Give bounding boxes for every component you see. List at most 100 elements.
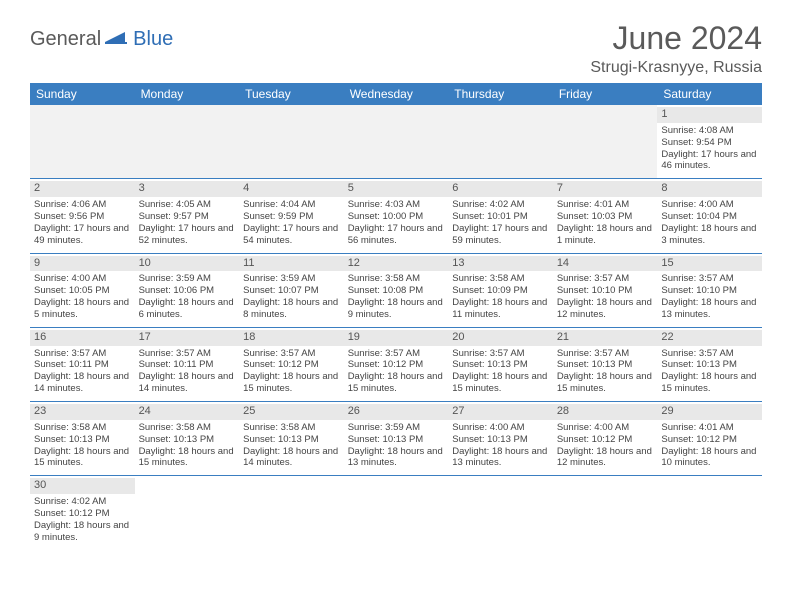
sunset-line: Sunset: 10:11 PM [139, 359, 236, 371]
day-header: Tuesday [239, 83, 344, 105]
calendar-cell [344, 476, 449, 550]
daylight-line: Daylight: 18 hours and 15 minutes. [139, 446, 236, 470]
calendar-cell: 18 Sunrise: 3:57 AMSunset: 10:12 PMDaylig… [239, 327, 344, 401]
sunrise-line: Sunrise: 4:01 AM [557, 199, 654, 211]
calendar-table: Sunday Monday Tuesday Wednesday Thursday… [30, 83, 762, 550]
logo-text-general: General [30, 28, 101, 51]
sunset-line: Sunset: 10:13 PM [139, 434, 236, 446]
sunset-line: Sunset: 10:12 PM [557, 434, 654, 446]
calendar-cell: 1Sunrise: 4:08 AMSunset: 9:54 PMDaylight… [657, 105, 762, 179]
calendar-cell: 12Sunrise: 3:58 AMSunset: 10:08 PMDaylig… [344, 253, 449, 327]
sunset-line: Sunset: 10:12 PM [243, 359, 340, 371]
daylight-line: Daylight: 18 hours and 12 minutes. [557, 297, 654, 321]
sunrise-line: Sunrise: 4:08 AM [661, 125, 758, 137]
daylight-line: Daylight: 18 hours and 3 minutes. [661, 223, 758, 247]
sunset-line: Sunset: 10:08 PM [348, 285, 445, 297]
day-number: 27 [448, 404, 553, 420]
calendar-cell [135, 105, 240, 179]
calendar-cell: 28Sunrise: 4:00 AMSunset: 10:12 PMDaylig… [553, 402, 658, 476]
daylight-line: Daylight: 18 hours and 13 minutes. [661, 297, 758, 321]
calendar-week: 9Sunrise: 4:00 AMSunset: 10:05 PMDayligh… [30, 253, 762, 327]
day-header: Saturday [657, 83, 762, 105]
day-number: 6 [448, 181, 553, 197]
calendar-cell [553, 476, 658, 550]
daylight-line: Daylight: 17 hours and 52 minutes. [139, 223, 236, 247]
day-number: 15 [657, 256, 762, 272]
sunrise-line: Sunrise: 3:58 AM [452, 273, 549, 285]
sunrise-line: Sunrise: 3:59 AM [348, 422, 445, 434]
calendar-cell: 23Sunrise: 3:58 AMSunset: 10:13 PMDaylig… [30, 402, 135, 476]
sunset-line: Sunset: 10:13 PM [452, 434, 549, 446]
calendar-cell: 25Sunrise: 3:58 AMSunset: 10:13 PMDaylig… [239, 402, 344, 476]
daylight-line: Daylight: 18 hours and 14 minutes. [139, 371, 236, 395]
calendar-cell [30, 105, 135, 179]
calendar-week: 23Sunrise: 3:58 AMSunset: 10:13 PMDaylig… [30, 402, 762, 476]
calendar-cell: 17Sunrise: 3:57 AMSunset: 10:11 PMDaylig… [135, 327, 240, 401]
sunset-line: Sunset: 10:12 PM [34, 508, 131, 520]
day-header: Sunday [30, 83, 135, 105]
daylight-line: Daylight: 18 hours and 9 minutes. [348, 297, 445, 321]
sunset-line: Sunset: 10:12 PM [661, 434, 758, 446]
day-number: 12 [344, 256, 449, 272]
daylight-line: Daylight: 18 hours and 15 minutes. [34, 446, 131, 470]
sunrise-line: Sunrise: 4:01 AM [661, 422, 758, 434]
daylight-line: Daylight: 17 hours and 49 minutes. [34, 223, 131, 247]
calendar-cell [553, 105, 658, 179]
daylight-line: Daylight: 18 hours and 6 minutes. [139, 297, 236, 321]
day-number: 28 [553, 404, 658, 420]
sunrise-line: Sunrise: 3:57 AM [243, 348, 340, 360]
day-header: Friday [553, 83, 658, 105]
day-number: 23 [30, 404, 135, 420]
daylight-line: Daylight: 18 hours and 15 minutes. [661, 371, 758, 395]
calendar-cell: 8Sunrise: 4:00 AMSunset: 10:04 PMDayligh… [657, 179, 762, 253]
daylight-line: Daylight: 18 hours and 15 minutes. [557, 371, 654, 395]
sunset-line: Sunset: 10:00 PM [348, 211, 445, 223]
sunrise-line: Sunrise: 3:57 AM [348, 348, 445, 360]
calendar-cell [657, 476, 762, 550]
sunrise-line: Sunrise: 4:05 AM [139, 199, 236, 211]
title-block: June 2024 Strugi-Krasnyye, Russia [590, 20, 762, 77]
calendar-week: 16Sunrise: 3:57 AMSunset: 10:11 PMDaylig… [30, 327, 762, 401]
sunrise-line: Sunrise: 3:57 AM [139, 348, 236, 360]
calendar-cell: 10Sunrise: 3:59 AMSunset: 10:06 PMDaylig… [135, 253, 240, 327]
daylight-line: Daylight: 18 hours and 15 minutes. [452, 371, 549, 395]
day-number: 9 [30, 256, 135, 272]
day-number: 26 [344, 404, 449, 420]
day-number: 25 [239, 404, 344, 420]
sunset-line: Sunset: 9:57 PM [139, 211, 236, 223]
day-number: 7 [553, 181, 658, 197]
sunset-line: Sunset: 9:59 PM [243, 211, 340, 223]
calendar-week: 1Sunrise: 4:08 AMSunset: 9:54 PMDaylight… [30, 105, 762, 179]
sunrise-line: Sunrise: 4:02 AM [34, 496, 131, 508]
sunset-line: Sunset: 10:13 PM [452, 359, 549, 371]
calendar-cell: 6Sunrise: 4:02 AMSunset: 10:01 PMDayligh… [448, 179, 553, 253]
sunset-line: Sunset: 10:12 PM [348, 359, 445, 371]
logo-flag-icon [105, 28, 131, 51]
calendar-cell: 13Sunrise: 3:58 AMSunset: 10:09 PMDaylig… [448, 253, 553, 327]
day-number: 19 [344, 330, 449, 346]
sunrise-line: Sunrise: 3:58 AM [34, 422, 131, 434]
sunrise-line: Sunrise: 3:59 AM [139, 273, 236, 285]
daylight-line: Daylight: 18 hours and 15 minutes. [243, 371, 340, 395]
sunrise-line: Sunrise: 4:03 AM [348, 199, 445, 211]
calendar-cell: 3Sunrise: 4:05 AMSunset: 9:57 PMDaylight… [135, 179, 240, 253]
logo: General Blue [30, 20, 173, 51]
day-header: Monday [135, 83, 240, 105]
sunrise-line: Sunrise: 3:58 AM [243, 422, 340, 434]
sunset-line: Sunset: 10:10 PM [557, 285, 654, 297]
day-number: 18 [239, 330, 344, 346]
sunrise-line: Sunrise: 4:04 AM [243, 199, 340, 211]
sunrise-line: Sunrise: 4:00 AM [34, 273, 131, 285]
sunset-line: Sunset: 10:09 PM [452, 285, 549, 297]
day-number: 22 [657, 330, 762, 346]
calendar-cell: 21Sunrise: 3:57 AMSunset: 10:13 PMDaylig… [553, 327, 658, 401]
day-header: Wednesday [344, 83, 449, 105]
sunrise-line: Sunrise: 3:57 AM [34, 348, 131, 360]
calendar-cell: 7Sunrise: 4:01 AMSunset: 10:03 PMDayligh… [553, 179, 658, 253]
calendar-cell: 14Sunrise: 3:57 AMSunset: 10:10 PMDaylig… [553, 253, 658, 327]
day-number: 13 [448, 256, 553, 272]
daylight-line: Daylight: 17 hours and 59 minutes. [452, 223, 549, 247]
month-title: June 2024 [590, 20, 762, 57]
day-number: 10 [135, 256, 240, 272]
sunset-line: Sunset: 10:10 PM [661, 285, 758, 297]
